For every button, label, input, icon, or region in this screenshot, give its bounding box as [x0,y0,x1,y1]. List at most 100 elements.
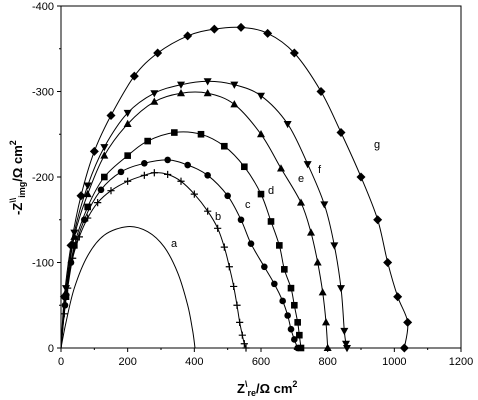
data-point-diamond [76,191,86,201]
series-e [60,89,332,351]
y-tick-label: -300 [32,87,54,99]
data-point-triangle-up [277,164,285,172]
series-label-a: a [171,238,178,250]
data-point-diamond [153,48,163,58]
x-tick-label: 200 [118,356,136,368]
data-point-plus [242,344,250,352]
data-point-square [257,190,265,198]
data-point-triangle-down [343,345,351,353]
series-label-g: g [374,139,380,151]
data-point-circle [184,161,191,169]
data-point-square [241,163,248,171]
data-point-diamond [263,28,273,38]
y-tick-label: -100 [32,258,54,270]
data-point-diamond [289,48,299,58]
series-line-d [60,131,302,349]
data-point-triangle-down [342,340,350,348]
data-point-triangle-down [62,285,70,293]
data-point-triangle-up [123,119,132,127]
data-point-diamond [399,343,409,353]
y-axis-title: -Z\\img/Ω cm2 [8,140,27,215]
data-point-triangle-up [313,258,322,266]
data-point-square [171,129,178,136]
data-point-triangle-up [150,97,159,105]
data-point-diamond [236,22,246,32]
data-point-square [267,218,275,225]
series-label-f: f [318,164,322,176]
data-point-triangle-down [257,92,265,100]
series-c [60,156,301,352]
data-point-plus [124,177,132,185]
data-point-circle [287,325,295,333]
data-point-triangle-up [83,189,92,198]
data-point-square [281,266,288,273]
data-point-triangle-down [70,229,79,237]
data-point-triangle-down [303,161,312,169]
data-point-plus [177,177,185,185]
data-point-square [294,319,301,326]
data-point-triangle-up [318,288,327,296]
series-line-g [60,26,409,349]
series-line-a [60,226,196,349]
data-point-plus [225,263,233,271]
data-point-square [197,130,205,138]
data-point-triangle-down [100,144,109,152]
data-point-square [276,242,283,249]
data-point-plus [94,199,102,207]
data-point-triangle-up [297,198,305,206]
series-layer [59,22,413,353]
data-point-diamond [336,128,346,138]
data-point-triangle-down [330,242,339,250]
data-point-triangle-up [323,343,332,351]
series-f [60,78,351,353]
data-point-square [84,203,91,211]
series-a [60,226,196,349]
data-point-circle [291,336,298,343]
data-point-plus [190,190,198,198]
series-b [60,169,250,352]
data-point-circle [97,186,105,194]
data-point-triangle-up [307,228,315,236]
data-point-triangle-down [283,120,292,129]
data-point-triangle-down [340,327,349,336]
series-label-b: b [215,211,221,223]
series-line-b [60,172,247,349]
series-d [60,129,305,352]
y-tick-label: -400 [32,1,54,13]
data-point-diamond [356,172,366,182]
series-label-e: e [298,173,304,185]
data-point-square [291,301,298,309]
data-point-plus [233,301,241,309]
data-point-square [287,284,295,292]
data-point-plus [150,169,158,177]
x-tick-label: 0 [58,356,64,368]
labels-layer: a b c d e f g [171,139,380,250]
data-point-triangle-up [257,130,265,138]
data-point-plus [204,207,212,215]
data-point-triangle-down [123,109,132,118]
data-point-diamond [393,292,403,302]
x-tick-label: 1000 [382,356,406,368]
data-point-circle [271,280,278,288]
data-point-diamond [183,31,193,41]
data-point-circle [237,216,245,224]
data-point-circle [141,160,148,167]
data-point-triangle-down [320,201,329,209]
data-point-square [144,137,151,145]
data-point-plus [230,282,238,291]
data-point-circle [284,312,291,319]
data-point-triangle-up [322,318,330,326]
data-point-square [297,344,305,352]
data-point-plus [214,224,222,232]
series-line-f [60,80,348,349]
x-axis-title: Z\re/Ω cm2 [237,379,297,398]
series-g [59,22,413,353]
data-point-diamond [403,317,413,327]
data-point-plus [240,340,248,348]
data-point-diamond [373,215,383,225]
x-tick-label: 800 [318,356,336,368]
data-point-plus [220,243,228,251]
data-point-circle [204,171,211,179]
x-tick-label: 600 [252,356,270,368]
x-tick-label: 1200 [449,356,473,368]
